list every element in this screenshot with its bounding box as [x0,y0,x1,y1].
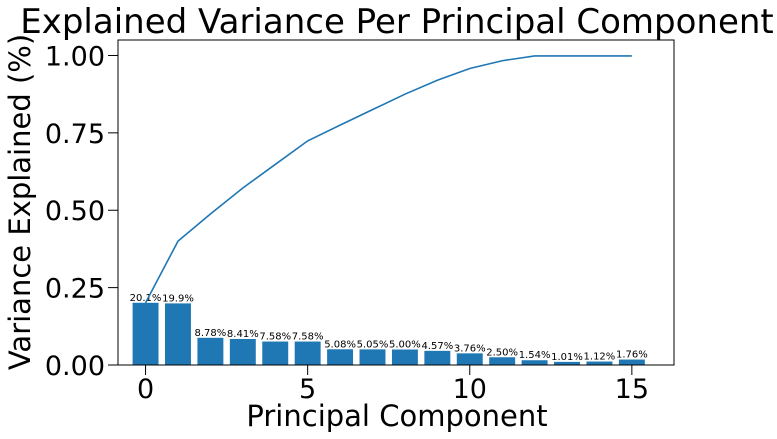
cumulative-line [144,55,632,304]
x-tick-label-10: 10 [453,374,487,405]
bar-2 [197,337,224,365]
bar-label-2: 8.78% [195,328,227,339]
bar-1 [165,303,191,365]
bar-4 [262,341,289,365]
bar-label-8: 5.00% [389,340,421,351]
bar-9 [424,350,451,365]
bar-12 [521,360,548,365]
bar-label-1: 19.9% [162,293,194,304]
x-axis-label: Principal Component [246,399,547,433]
chart-title: Explained Variance Per Principal Compone… [20,2,774,42]
bar-label-5: 7.58% [292,332,324,343]
y-tick-label-2: 0.50 [45,196,105,227]
x-tick-label-15: 15 [615,374,649,405]
bar-label-12: 1.54% [519,350,551,361]
bar-8 [391,349,418,365]
bar-0 [132,302,159,365]
y-tick-label-3: 0.75 [45,119,105,150]
y-tick-label-0: 0.00 [45,351,105,382]
bar-14 [586,361,613,365]
x-tick-label-5: 5 [299,374,316,405]
bar-6 [327,349,354,365]
bar-10 [456,353,483,365]
y-axis-label: Variance Explained (%) [3,34,37,370]
bar-label-6: 5.08% [324,339,356,350]
bar-label-4: 7.58% [259,332,291,343]
bar-15 [618,359,645,365]
bar-13 [554,361,580,365]
plot-area: 20.1% 19.9%8.78% 8.41% 7.58% 7.58%5.08% 5.05%… [45,39,675,405]
bar-11 [489,357,516,365]
plot-frame [117,39,675,366]
bar-label-11: 2.50% [486,347,518,358]
y-tick-label-1: 0.25 [45,274,105,305]
bar-label-13: 1.01% [551,352,583,363]
bar-label-0: 20.1% [130,293,162,304]
bar-3 [229,338,256,365]
bar-label-7: 5.05% [357,339,389,350]
bar-label-9: 4.57% [421,341,453,352]
x-tick-label-0: 0 [137,374,154,405]
bar-label-10: 3.76% [454,343,486,354]
bar-label-3: 8.41% [227,329,259,340]
bar-5 [294,341,321,365]
y-tick-label-4: 1.00 [45,41,105,72]
bar-label-15: 1.76% [616,350,648,361]
bar-7 [359,349,386,365]
bar-label-14: 1.12% [584,352,616,363]
